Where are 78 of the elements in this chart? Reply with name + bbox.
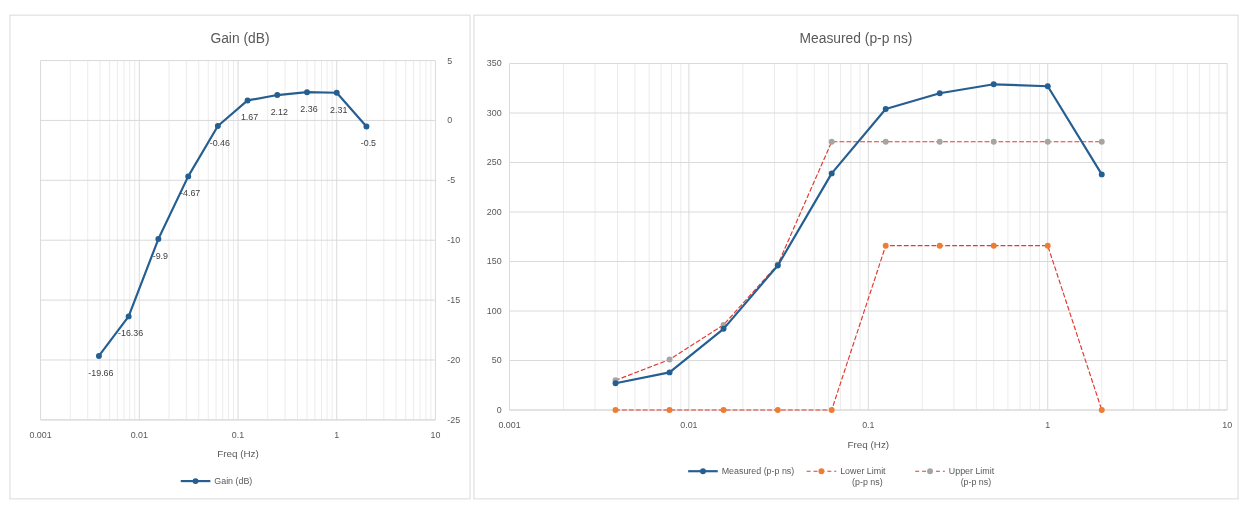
legend-label: Upper Limit (p-p ns) — [948, 466, 995, 488]
x-tick-label: 0.01 — [680, 419, 698, 430]
point — [990, 81, 997, 88]
chart-title: Gain (dB) — [210, 29, 270, 46]
x-axis-title: Freq (Hz) — [847, 438, 890, 450]
x-tick-label: 10 — [1222, 419, 1233, 430]
x-axis-title: Freq (Hz) — [217, 448, 259, 460]
point — [828, 170, 835, 177]
point — [882, 138, 889, 145]
point — [720, 407, 727, 413]
point — [185, 173, 192, 180]
y-tick-label: 250 — [486, 157, 502, 168]
point — [1044, 242, 1051, 249]
y-tick-label: -15 — [447, 295, 461, 306]
chart-title: Measured (p-p ns) — [799, 29, 913, 46]
point — [666, 356, 673, 363]
data-label: 2.36 — [300, 103, 318, 114]
x-tick-label: 1 — [334, 429, 340, 440]
point — [990, 242, 997, 249]
x-tick-label: 0.1 — [862, 419, 875, 430]
point — [95, 352, 102, 359]
legend-label: Lower Limit (p-p ns) — [840, 466, 887, 488]
legend-label: Measured (p-p ns) — [721, 466, 795, 477]
y-tick-label: -10 — [447, 235, 461, 246]
point — [333, 89, 340, 96]
x-tick-label: 0.1 — [231, 429, 245, 440]
y-tick-label: -5 — [447, 175, 456, 186]
y-tick-label: 0 — [447, 115, 453, 126]
data-label: 2.31 — [330, 104, 348, 115]
point — [1098, 138, 1105, 145]
point — [214, 122, 221, 129]
point — [936, 138, 943, 145]
point — [936, 90, 943, 97]
data-label: -19.66 — [88, 367, 114, 378]
y-tick-label: 50 — [491, 355, 502, 366]
point — [990, 138, 997, 145]
y-tick-label: 200 — [486, 206, 502, 217]
data-label: -9.9 — [152, 250, 169, 261]
y-tick-label: -25 — [447, 414, 461, 425]
point — [666, 407, 673, 413]
point — [882, 242, 889, 249]
data-label: -4.67 — [180, 188, 201, 199]
data-label: -0.46 — [209, 137, 231, 148]
data-label: 2.12 — [270, 106, 288, 117]
point — [363, 123, 370, 130]
x-tick-label: 0.001 — [29, 429, 52, 440]
point — [155, 236, 162, 242]
legend-label: Gain (dB) — [214, 476, 253, 487]
point — [828, 407, 835, 413]
x-tick-label: 10 — [430, 429, 441, 440]
y-tick-label: 100 — [486, 305, 502, 316]
y-tick-label: 150 — [486, 256, 502, 267]
point — [882, 106, 889, 113]
point — [1098, 171, 1105, 178]
point — [936, 242, 943, 249]
point — [774, 407, 781, 413]
y-tick-label: 5 — [447, 55, 453, 66]
x-tick-label: 1 — [1045, 419, 1051, 430]
point — [612, 407, 619, 413]
y-tick-label: -20 — [447, 354, 461, 365]
point — [1098, 407, 1105, 413]
x-tick-label: 0.001 — [498, 419, 521, 430]
point — [274, 92, 281, 99]
data-label: 1.67 — [240, 112, 259, 123]
point — [244, 97, 251, 104]
point — [1044, 138, 1051, 145]
point — [666, 369, 673, 376]
y-tick-label: 300 — [486, 107, 502, 118]
point — [720, 325, 727, 332]
y-tick-label: 0 — [496, 404, 502, 415]
data-label: -16.36 — [118, 328, 144, 339]
x-tick-label: 0.01 — [130, 429, 148, 440]
point — [125, 313, 132, 320]
point — [304, 89, 310, 96]
point — [828, 138, 835, 145]
y-tick-label: 350 — [486, 58, 502, 69]
point — [1044, 83, 1051, 90]
data-label: -0.5 — [360, 138, 377, 149]
